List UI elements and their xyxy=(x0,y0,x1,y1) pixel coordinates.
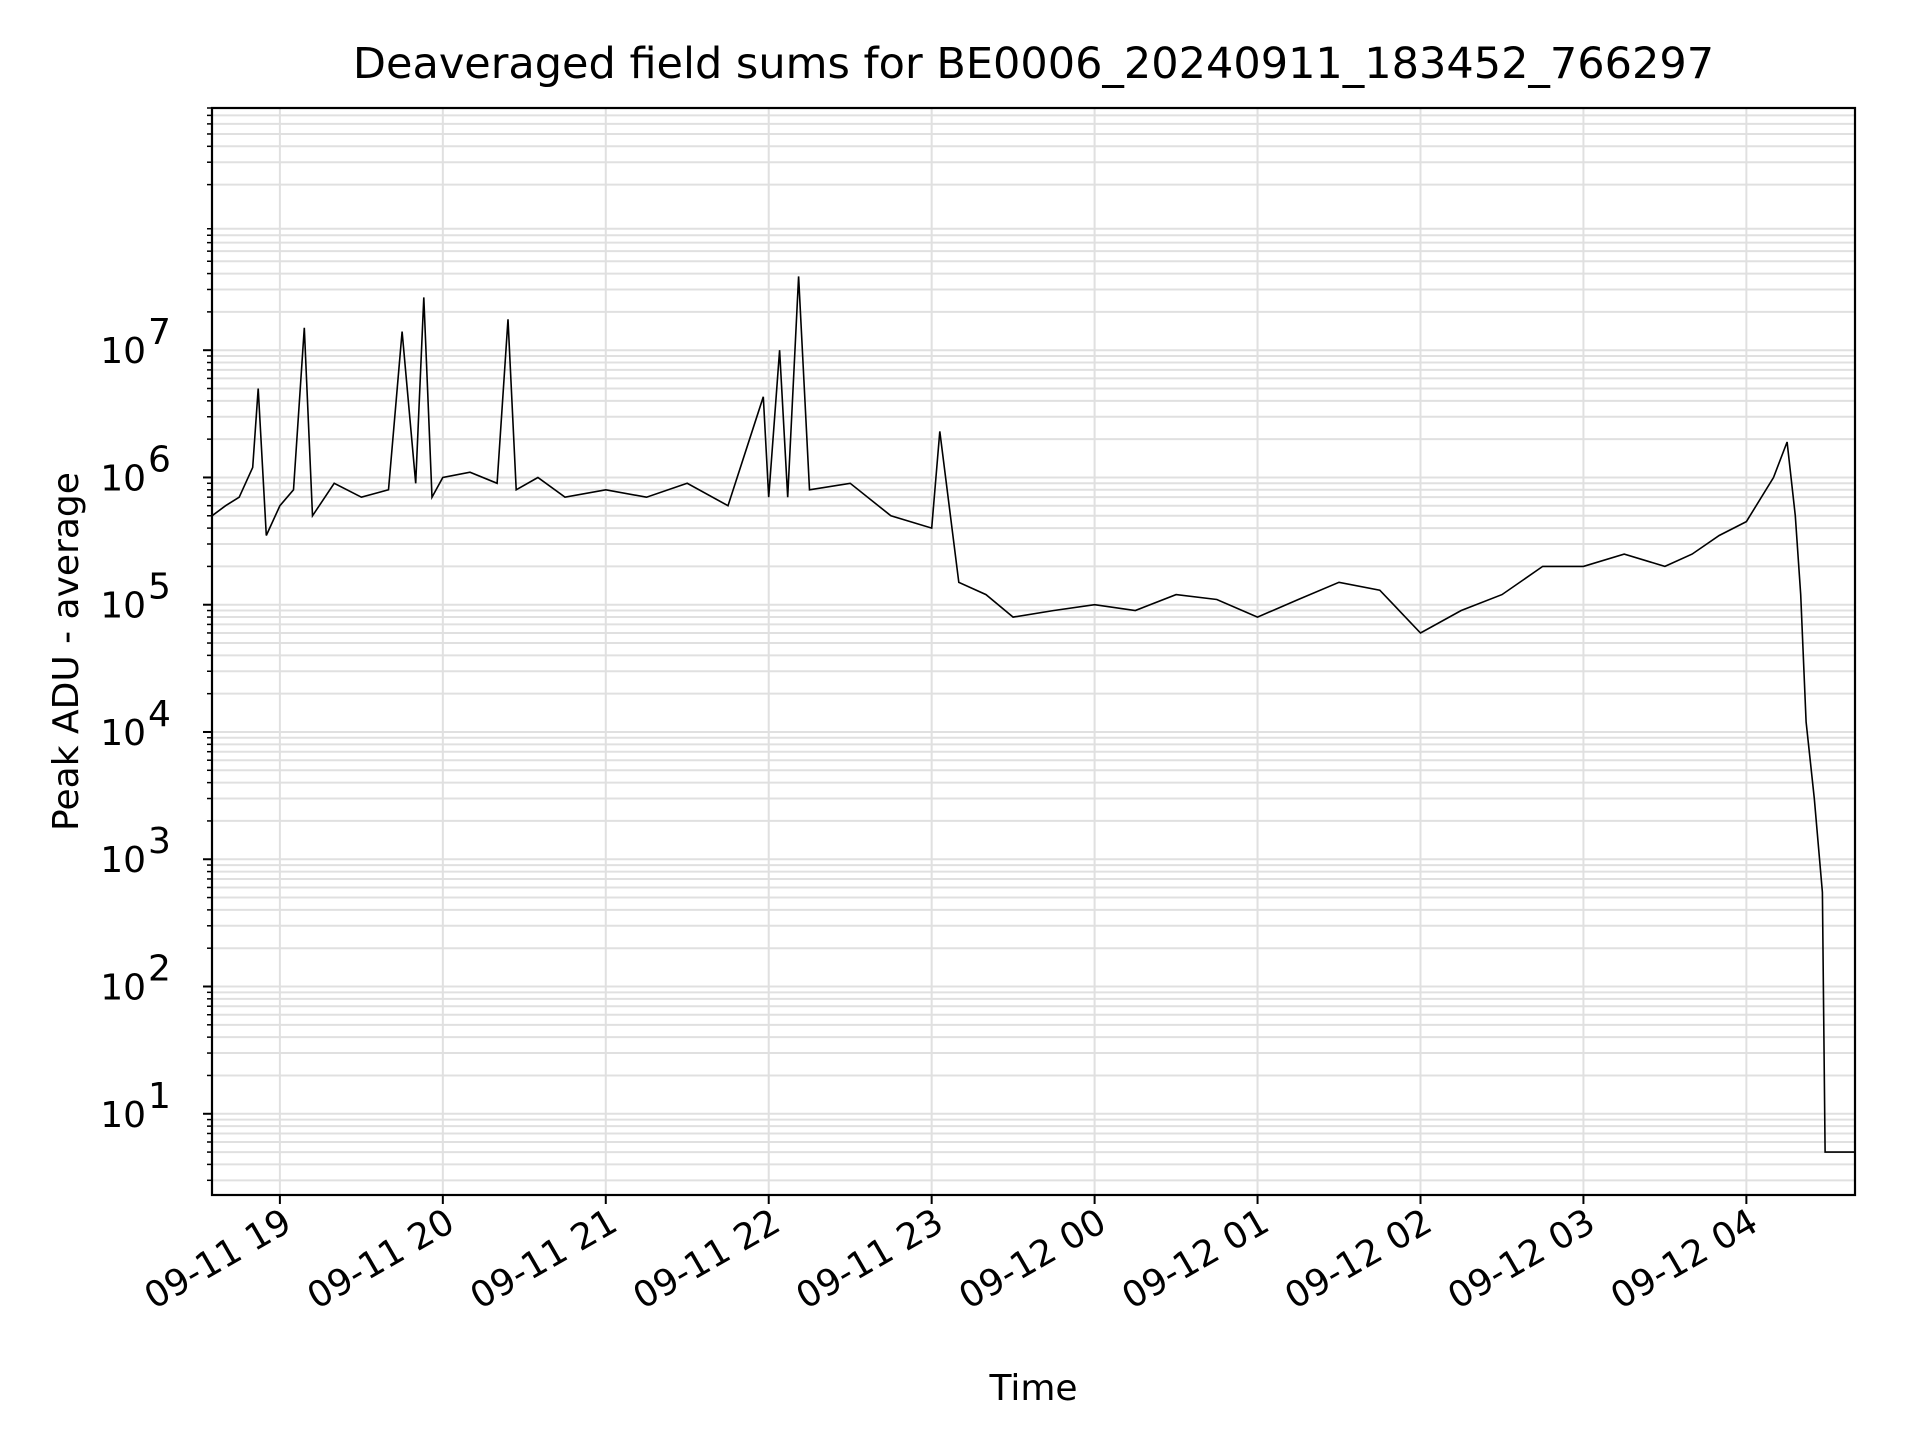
y-tick-label: 10 xyxy=(100,1095,146,1136)
chart-title: Deaveraged field sums for BE0006_2024091… xyxy=(353,39,1714,89)
series-layer xyxy=(211,276,1855,1153)
x-tick-label: 09-12 02 xyxy=(1278,1201,1439,1317)
y-tick-label: 10 xyxy=(100,968,146,1009)
y-tick-label-exponent: 6 xyxy=(148,439,171,480)
y-tick-label: 10 xyxy=(100,331,146,372)
x-tick-label: 09-12 04 xyxy=(1604,1201,1765,1317)
x-axis-label: Time xyxy=(988,1368,1077,1409)
grid xyxy=(212,107,1855,1195)
y-tick-label-exponent: 3 xyxy=(148,821,171,862)
y-axis-label: Peak ADU - average xyxy=(46,472,87,831)
x-tick-label: 09-12 03 xyxy=(1441,1201,1602,1317)
y-tick-label: 10 xyxy=(100,840,146,881)
x-tick-label: 09-11 22 xyxy=(627,1201,788,1317)
y-tick-label-exponent: 2 xyxy=(148,949,171,990)
x-tick-label: 09-11 20 xyxy=(301,1201,462,1317)
y-tick-label-exponent: 5 xyxy=(148,567,171,608)
y-tick-label-exponent: 7 xyxy=(148,312,171,353)
x-tick-label: 09-11 19 xyxy=(138,1201,299,1317)
y-tick-label: 10 xyxy=(100,458,146,499)
x-tick-label: 09-12 00 xyxy=(952,1201,1113,1317)
plot-frame xyxy=(210,106,1857,1197)
y-tick-label-exponent: 4 xyxy=(148,694,171,735)
series-line-1 xyxy=(211,276,1855,1153)
y-tick-label: 10 xyxy=(100,586,146,627)
y-tick-label: 10 xyxy=(100,713,146,754)
x-tick-label: 09-11 21 xyxy=(464,1201,625,1317)
x-tick-label: 09-12 01 xyxy=(1115,1201,1276,1317)
y-tick-label-exponent: 1 xyxy=(148,1076,171,1117)
x-tick-label: 09-11 23 xyxy=(789,1201,950,1317)
